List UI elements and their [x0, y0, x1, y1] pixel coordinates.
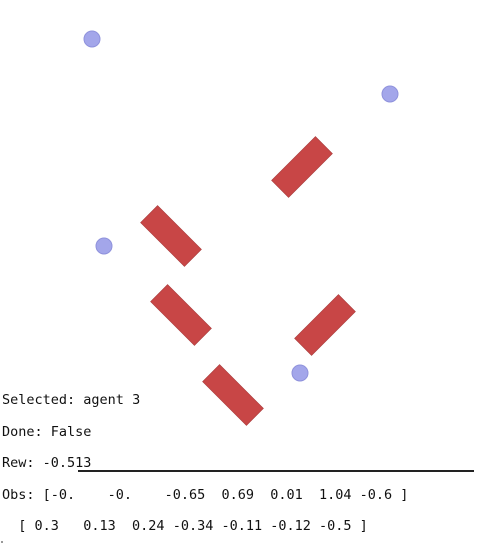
reward-value: -0.513 [42, 455, 92, 471]
obstacle-block [202, 364, 264, 426]
selected-label: Selected: [2, 392, 76, 408]
obstacle-block [271, 136, 333, 198]
selected-agent-readout: Selected: agent 3 [2, 392, 140, 408]
obstacle-block [150, 284, 212, 346]
agent-marker [83, 30, 101, 48]
agent-marker [381, 85, 399, 103]
done-label: Done: [2, 424, 43, 440]
observation-row-1: Obs: [-0. -0. -0.65 0.69 0.01 1.04 -0.6 … [2, 487, 408, 503]
reward-label: Rew: [2, 455, 35, 471]
selected-value: agent 3 [83, 392, 141, 408]
obstacle-block [294, 294, 356, 356]
observation-row-2: [ 0.3 0.13 0.24 -0.34 -0.11 -0.12 -0.5 ] [2, 518, 368, 534]
obs-values-row-2: [ 0.3 0.13 0.24 -0.34 -0.11 -0.12 -0.5 ] [18, 518, 368, 534]
reward-readout: Rew: -0.513 [2, 455, 91, 471]
separator-line [78, 470, 474, 472]
corner-dot [1, 541, 3, 543]
agent-marker [95, 237, 113, 255]
obstacle-block [140, 205, 202, 267]
done-value: False [50, 424, 92, 440]
done-readout: Done: False [2, 424, 91, 440]
obs-label: Obs: [2, 487, 35, 503]
obs-values-row-1: [-0. -0. -0.65 0.69 0.01 1.04 -0.6 ] [42, 487, 409, 503]
agent-marker [291, 364, 309, 382]
